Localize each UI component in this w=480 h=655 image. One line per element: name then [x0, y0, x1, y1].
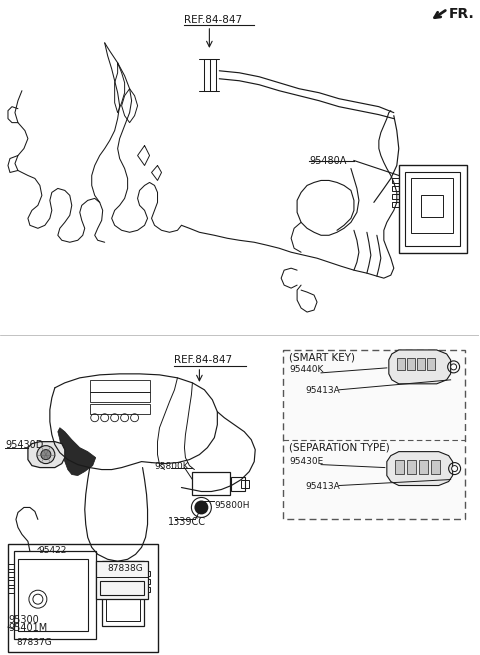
Polygon shape — [389, 350, 451, 384]
Text: (SEPARATION TYPE): (SEPARATION TYPE) — [289, 443, 390, 453]
Bar — [144, 571, 150, 576]
Text: (SMART KEY): (SMART KEY) — [289, 353, 355, 363]
Text: 1339CC: 1339CC — [168, 517, 205, 527]
Bar — [241, 479, 249, 487]
Bar — [8, 572, 14, 577]
Text: 95413A: 95413A — [305, 481, 340, 491]
Circle shape — [452, 466, 457, 472]
Circle shape — [37, 445, 55, 464]
Bar — [392, 187, 399, 191]
Text: 95300: 95300 — [8, 615, 39, 625]
Bar — [397, 358, 405, 370]
Polygon shape — [28, 441, 65, 468]
Circle shape — [194, 500, 208, 514]
Bar — [90, 392, 150, 402]
Bar — [411, 178, 453, 233]
Circle shape — [451, 364, 456, 370]
Bar — [407, 460, 416, 474]
Bar — [192, 472, 230, 495]
Bar — [8, 588, 14, 593]
Bar — [102, 561, 144, 626]
Text: 95430D: 95430D — [5, 440, 43, 450]
Text: 95800K: 95800K — [155, 462, 189, 470]
Bar — [405, 172, 460, 246]
Bar — [144, 588, 150, 592]
Bar — [407, 358, 415, 370]
Bar — [419, 460, 428, 474]
Bar — [8, 580, 14, 585]
Bar — [395, 460, 404, 474]
Bar — [100, 581, 144, 595]
Text: 95422: 95422 — [38, 546, 66, 555]
Text: 87838G: 87838G — [108, 565, 144, 573]
Bar — [96, 561, 147, 599]
Bar — [283, 350, 465, 519]
Bar — [14, 552, 96, 639]
Text: 95800H: 95800H — [215, 502, 250, 510]
Bar — [399, 166, 467, 253]
Bar — [431, 460, 440, 474]
Bar — [106, 565, 140, 621]
Polygon shape — [387, 452, 453, 485]
Bar — [18, 559, 88, 631]
Bar — [421, 195, 443, 217]
Text: REF.84-847: REF.84-847 — [184, 15, 242, 25]
Circle shape — [41, 449, 51, 460]
Bar — [427, 358, 435, 370]
Bar — [144, 579, 150, 584]
Text: 95401M: 95401M — [8, 623, 47, 633]
Text: 87837G: 87837G — [16, 638, 52, 647]
Bar — [392, 202, 399, 208]
Text: 95430E: 95430E — [289, 457, 324, 466]
Bar — [392, 195, 399, 199]
Bar — [8, 565, 14, 569]
Text: 95440K: 95440K — [289, 365, 324, 375]
Text: FR.: FR. — [449, 7, 474, 21]
Bar — [231, 477, 245, 491]
Bar — [417, 358, 425, 370]
Bar — [8, 544, 157, 652]
Bar — [90, 403, 150, 414]
Bar — [392, 178, 399, 183]
Polygon shape — [58, 428, 96, 476]
Text: REF.84-847: REF.84-847 — [174, 355, 233, 365]
Text: 95413A: 95413A — [305, 386, 340, 395]
Bar — [90, 380, 150, 392]
Text: 95480A: 95480A — [309, 155, 347, 166]
